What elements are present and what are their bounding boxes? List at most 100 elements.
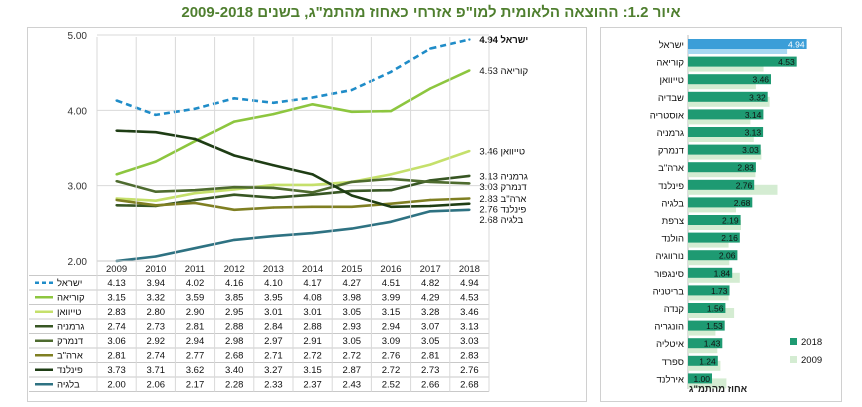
table-cell: 3.13 bbox=[460, 322, 479, 333]
table-cell: 3.71 bbox=[147, 365, 166, 376]
series-point-0 bbox=[154, 113, 157, 117]
table-cell: 3.06 bbox=[107, 336, 126, 347]
series-point-6 bbox=[115, 129, 118, 132]
series-point-3 bbox=[115, 204, 118, 207]
series-point-5 bbox=[350, 205, 353, 208]
table-cell: 3.85 bbox=[225, 293, 244, 304]
line-chart-panel: 2.00 3.00 4.00 5.00 ישראל 4.94 4.53 קוריאה 3.… bbox=[27, 27, 587, 402]
series-point-7 bbox=[272, 234, 275, 238]
series-point-3 bbox=[233, 193, 236, 196]
table-cell: 2.83 bbox=[460, 351, 479, 362]
series-point-5 bbox=[311, 205, 314, 208]
y-tick-label: 2.00 bbox=[68, 257, 88, 268]
table-cell: 2.52 bbox=[382, 380, 401, 391]
series-point-7 bbox=[468, 208, 471, 211]
series-point-2 bbox=[233, 188, 236, 191]
series-point-5 bbox=[193, 201, 197, 205]
bar-value-label: 1.84 bbox=[714, 268, 731, 278]
table-cell: 3.95 bbox=[264, 293, 283, 304]
table-row-name: גרמניה bbox=[57, 322, 84, 333]
table-cell: 2.94 bbox=[382, 322, 401, 333]
table-cell: 2.72 bbox=[382, 365, 401, 376]
bar-2018 bbox=[688, 197, 753, 208]
y-tick-label: 3.00 bbox=[68, 182, 88, 193]
series-point-3 bbox=[272, 196, 275, 199]
table-row-name: ישראל bbox=[57, 277, 82, 289]
series-point-2 bbox=[468, 149, 471, 153]
table-cell: 3.62 bbox=[186, 365, 205, 376]
series-point-2 bbox=[154, 199, 157, 202]
table-cell: 2.98 bbox=[225, 336, 244, 347]
table-cell: 3.59 bbox=[186, 293, 205, 304]
bar-value-label: 1.24 bbox=[699, 356, 716, 366]
table-cell: 3.94 bbox=[147, 278, 166, 289]
series-point-7 bbox=[311, 231, 314, 235]
bar-value-label: 2.83 bbox=[737, 163, 754, 173]
y-tick-label: 5.00 bbox=[68, 31, 88, 42]
series-point-5 bbox=[233, 208, 236, 211]
table-cell: 2.66 bbox=[421, 380, 440, 391]
series-point-4 bbox=[233, 185, 236, 189]
bar-value-label: 4.53 bbox=[778, 57, 795, 67]
series-point-1 bbox=[311, 103, 314, 106]
series-point-1 bbox=[389, 109, 393, 113]
series-end-label: 4.53 קוריאה bbox=[479, 66, 528, 77]
series-point-1 bbox=[468, 69, 471, 72]
series-point-5 bbox=[115, 198, 118, 202]
series-point-1 bbox=[154, 160, 157, 163]
year-header: 2009 bbox=[106, 264, 127, 275]
series-point-3 bbox=[389, 188, 393, 192]
table-cell: 3.05 bbox=[343, 307, 362, 318]
table-cell: 2.81 bbox=[107, 351, 126, 362]
bar-2018 bbox=[688, 127, 764, 137]
table-cell: 2.94 bbox=[186, 336, 205, 347]
bar-2018 bbox=[688, 355, 718, 366]
table-row-name: פינלנד bbox=[57, 364, 83, 376]
table-cell: 2.43 bbox=[343, 380, 362, 391]
table-cell: 3.46 bbox=[460, 307, 479, 318]
table-cell: 3.01 bbox=[264, 307, 283, 318]
table-row-name: דנמרק bbox=[57, 336, 83, 347]
table-cell: 2.93 bbox=[343, 322, 362, 333]
table-cell: 2.97 bbox=[264, 336, 283, 347]
table-cell: 4.13 bbox=[107, 278, 126, 289]
category-label: שבדיה bbox=[658, 93, 684, 104]
series-point-4 bbox=[311, 191, 314, 194]
legend-label: 2009 bbox=[801, 355, 822, 366]
series-point-7 bbox=[389, 220, 393, 224]
series-point-7 bbox=[429, 210, 432, 213]
bar-2018 bbox=[688, 267, 733, 278]
category-label: ארה"ב bbox=[658, 163, 684, 174]
table-cell: 2.28 bbox=[225, 380, 244, 391]
table-cell: 4.16 bbox=[225, 278, 244, 289]
series-point-7 bbox=[233, 238, 236, 242]
table-cell: 2.95 bbox=[225, 307, 244, 318]
table-cell: 3.07 bbox=[421, 322, 440, 333]
table-cell: 4.82 bbox=[421, 278, 440, 289]
table-cell: 2.00 bbox=[107, 380, 126, 391]
category-label: ישראל bbox=[659, 39, 684, 51]
bar-value-label: 2.76 bbox=[736, 180, 753, 190]
series-point-3 bbox=[468, 174, 471, 178]
series-point-0 bbox=[233, 97, 236, 100]
table-cell: 2.76 bbox=[382, 351, 401, 362]
bar-2018 bbox=[688, 285, 730, 296]
series-point-0 bbox=[389, 70, 393, 74]
chart-title: איור 1.2: ההוצאה הלאומית למו"פ אזרחי כאח… bbox=[181, 4, 681, 21]
bar-2018 bbox=[688, 320, 725, 331]
bar-2018 bbox=[688, 179, 755, 190]
table-cell: 3.98 bbox=[343, 293, 362, 304]
series-point-2 bbox=[272, 183, 275, 187]
series-point-6 bbox=[350, 194, 353, 197]
table-cell: 3.05 bbox=[343, 336, 362, 347]
table-cell: 2.74 bbox=[107, 322, 126, 333]
table-cell: 2.84 bbox=[264, 322, 283, 333]
table-cell: 2.68 bbox=[460, 380, 479, 391]
table-cell: 2.17 bbox=[186, 380, 205, 391]
series-point-5 bbox=[154, 204, 157, 207]
series-point-0 bbox=[350, 88, 353, 92]
table-cell: 2.80 bbox=[147, 307, 166, 318]
table-cell: 3.40 bbox=[225, 365, 244, 376]
series-point-5 bbox=[389, 202, 393, 205]
table-cell: 2.06 bbox=[147, 380, 166, 391]
